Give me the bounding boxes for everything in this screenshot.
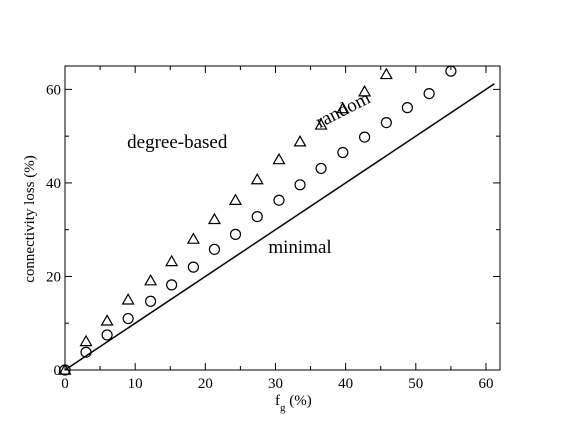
x-tick-labels: 0 10 20 30 40 50 60 [61,376,493,392]
triangle-point [79,334,93,347]
circle-point [208,243,221,255]
circle-point [337,146,349,159]
y-tick-label: 20 [46,269,61,285]
triangle-point [100,314,114,326]
circle-point [445,65,457,77]
triangle-point [272,152,286,165]
triangle-point [207,212,221,225]
y-tick-label: 60 [46,82,61,98]
annotation-degree: degree-based [127,132,228,153]
circle-point [423,87,435,100]
series-lines [64,83,495,371]
circle-point [294,179,306,191]
y-axis-label: connectivity loss (%) [22,155,38,282]
annotations: degree-based random minimal [127,88,374,258]
x-axis-label-main: f [275,393,280,409]
x-tick-label: 60 [478,376,493,392]
triangle-point [165,254,179,267]
circle-point [358,131,371,143]
line-series [64,83,495,371]
triangle-point [228,193,243,205]
triangle-point [379,67,393,80]
annotation-random: random [313,88,374,133]
circle-point [59,364,71,376]
circle-point [80,346,92,358]
axis-ticks [64,66,500,371]
triangle-point [314,118,328,130]
circle-point [273,194,285,206]
circle-point [144,295,157,307]
triangle-point [121,293,135,305]
x-axis-label-subscript: g [280,402,286,414]
x-tick-label: 20 [198,376,213,392]
circle-point [101,329,113,341]
circle-point [229,228,242,240]
x-tick-label: 0 [61,376,69,392]
annotation-minimal: minimal [268,237,331,258]
triangle-point [358,85,372,97]
triangle-point [144,273,158,286]
circle-point [187,261,199,273]
triangle-point [336,101,350,114]
triangle-point [250,172,264,185]
x-tick-label: 10 [128,376,143,392]
x-tick-label: 50 [408,376,423,392]
plot-frame [64,65,501,371]
circle-point [401,102,413,114]
x-axis-label: fg (%) [275,393,312,414]
triangle-point [293,135,307,147]
x-axis-label-suffix: (%) [286,393,312,409]
series-markers [58,65,457,376]
circle-point [251,210,263,223]
circle-point [315,162,327,175]
x-tick-label: 40 [338,376,353,392]
triangle-point [186,232,200,244]
y-tick-label: 40 [46,176,61,192]
x-tick-label: 30 [268,376,283,392]
circle-point [122,312,134,325]
triangle-point [58,363,72,375]
circle-point [166,279,178,291]
y-tick-labels: 0 20 40 60 [46,82,61,379]
y-tick-label: 0 [54,363,62,379]
circle-point [380,116,392,129]
